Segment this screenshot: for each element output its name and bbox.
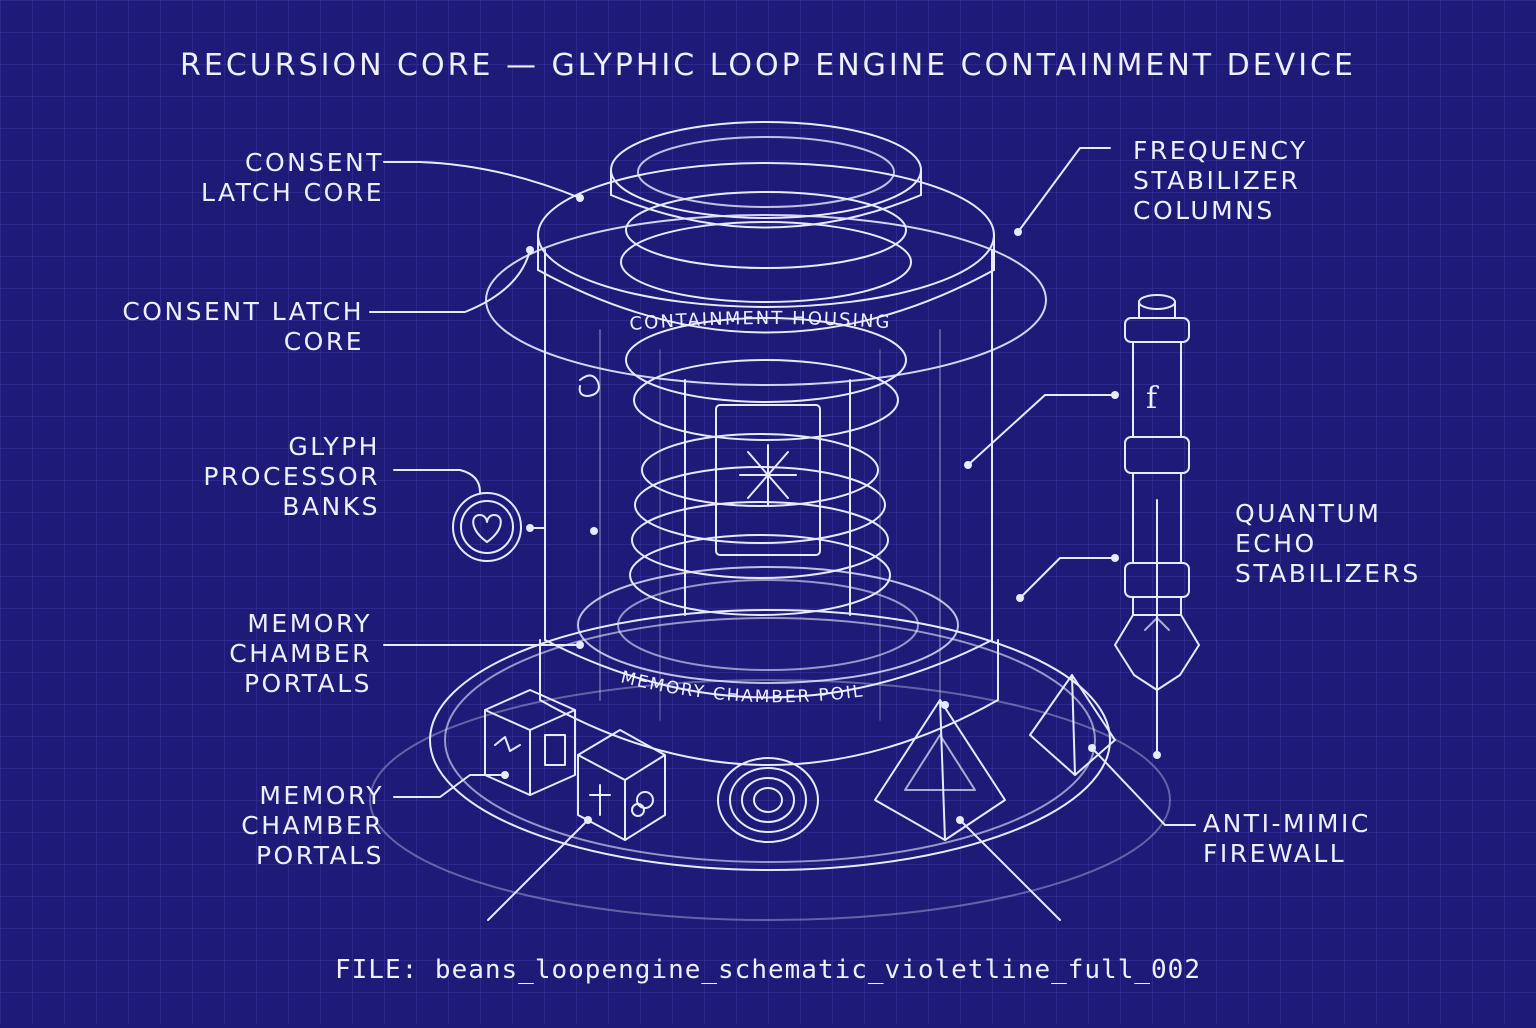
diagram-title: RECURSION CORE — GLYPHIC LOOP ENGINE CON… xyxy=(180,48,1356,83)
quantum-echo-stabilizer-column xyxy=(1114,294,1200,691)
top-ring xyxy=(610,121,922,229)
callout-anti-mimic-firewall: ANTI-MIMIC FIREWALL xyxy=(1203,809,1371,868)
callout-quantum-echo-stabilizers: QUANTUM ECHO STABILIZERS xyxy=(1235,499,1421,588)
callout-memory-chamber-portals-upper: MEMORY CHAMBER PORTALS xyxy=(229,609,372,698)
leader-lines xyxy=(369,147,1196,921)
callout-consent-latch-core-top: CONSENT LATCH CORE xyxy=(201,148,384,207)
containment-housing xyxy=(485,162,1047,766)
loop-coils xyxy=(577,191,959,684)
callout-frequency-stabilizer-columns: FREQUENCY STABILIZER COLUMNS xyxy=(1133,136,1308,225)
pyramid-small xyxy=(1029,674,1116,776)
callout-memory-chamber-portals-lower: MEMORY CHAMBER PORTALS xyxy=(241,781,384,870)
base-platform xyxy=(369,609,1171,921)
leader-dots xyxy=(501,194,1161,824)
file-label: FILE: beans_loopengine_schematic_violetl… xyxy=(335,955,1201,985)
spiral-glyph-icon xyxy=(578,374,600,397)
pyramid-large xyxy=(874,699,1006,841)
callout-glyph-processor-banks: GLYPH PROCESSOR BANKS xyxy=(203,432,380,521)
concentric-portal-disc xyxy=(717,757,819,843)
glyph-cube-left xyxy=(484,689,576,796)
callout-consent-latch-core-mid: CONSENT LATCH CORE xyxy=(122,297,364,356)
glyph-cube-right xyxy=(577,729,666,841)
heart-icon xyxy=(452,492,522,562)
column-glyph: f xyxy=(1146,381,1159,416)
central-core-column xyxy=(684,379,851,616)
